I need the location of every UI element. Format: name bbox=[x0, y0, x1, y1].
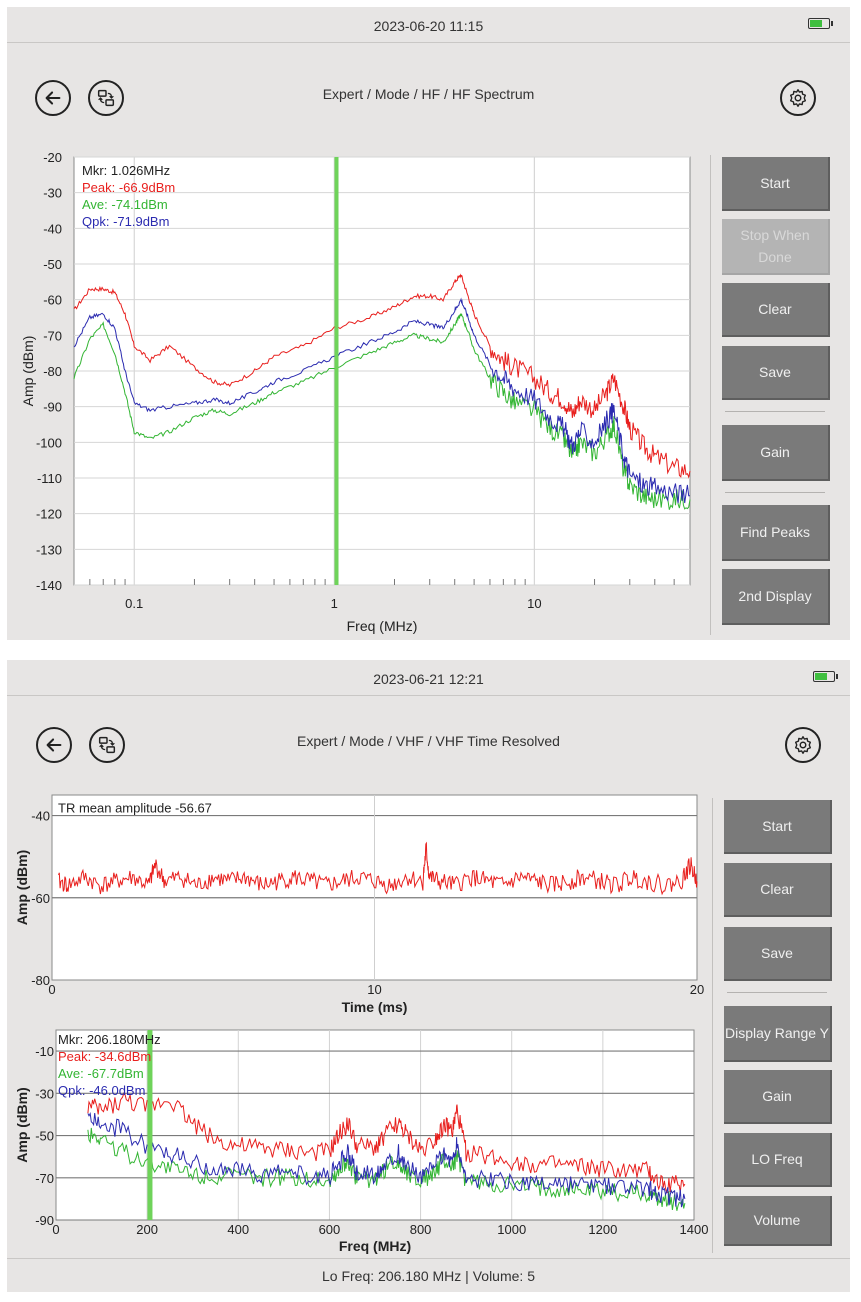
plot-area bbox=[55, 1029, 695, 1221]
stop-when-done-button[interactable]: Stop When Done bbox=[722, 219, 830, 275]
vhf-time-resolved-screen: 2023-06-21 12:21 Expert / Mode / VHF / V… bbox=[7, 660, 850, 1292]
y-tick-label: -130 bbox=[36, 542, 62, 557]
status-bar: 2023-06-20 11:15 bbox=[7, 7, 850, 43]
series-peak-line bbox=[87, 1090, 686, 1194]
x-tick-label: 1000 bbox=[497, 1222, 526, 1237]
volume-button[interactable]: Volume bbox=[724, 1196, 832, 1246]
tr-mean-amplitude-label: TR mean amplitude -56.67 bbox=[58, 801, 212, 816]
y-tick-label: -100 bbox=[36, 435, 62, 450]
side-panel: Start Stop When Done Clear Save Gain Fin… bbox=[710, 155, 850, 635]
y-tick-label: -30 bbox=[35, 1086, 54, 1101]
find-peaks-button[interactable]: Find Peaks bbox=[722, 505, 830, 561]
x-tick-label: 0.1 bbox=[125, 596, 143, 611]
divider bbox=[725, 411, 825, 412]
x-tick-label: 10 bbox=[367, 982, 381, 997]
marker-freq-label: Mkr: 1.026MHz bbox=[82, 163, 170, 178]
y-tick-label: -70 bbox=[43, 328, 62, 343]
y-tick-label: -50 bbox=[35, 1129, 54, 1144]
y-tick-label: -120 bbox=[36, 507, 62, 522]
marker-freq-label: Mkr: 206.180MHz bbox=[58, 1032, 161, 1047]
divider bbox=[725, 492, 825, 493]
switch-mode-icon[interactable] bbox=[89, 727, 125, 763]
gear-icon[interactable] bbox=[780, 80, 816, 116]
x-axis-label: Freq (MHz) bbox=[339, 1238, 411, 1254]
ave-readout: Ave: -67.7dBm bbox=[58, 1066, 144, 1081]
x-tick-label: 0 bbox=[52, 1222, 59, 1237]
y-tick-label: -70 bbox=[35, 1171, 54, 1186]
y-axis-label: Amp (dBm) bbox=[14, 1087, 30, 1162]
datetime: 2023-06-21 12:21 bbox=[373, 671, 484, 687]
series-peak-line bbox=[58, 841, 698, 896]
side-panel: Start Clear Save Display Range Y Gain LO… bbox=[712, 798, 850, 1253]
x-tick-label: 400 bbox=[227, 1222, 249, 1237]
start-button[interactable]: Start bbox=[722, 157, 830, 211]
gain-button[interactable]: Gain bbox=[724, 1070, 832, 1124]
breadcrumb: Expert / Mode / VHF / VHF Time Resolved bbox=[297, 733, 560, 749]
y-tick-label: -90 bbox=[35, 1213, 54, 1228]
x-tick-label: 1400 bbox=[680, 1222, 709, 1237]
y-tick-label: -90 bbox=[43, 400, 62, 415]
clear-button[interactable]: Clear bbox=[722, 283, 830, 337]
x-tick-label: 10 bbox=[527, 596, 541, 611]
y-tick-label: -110 bbox=[37, 471, 62, 486]
x-tick-label: 0 bbox=[48, 982, 55, 997]
y-tick-label: -60 bbox=[31, 891, 50, 906]
2nd-display-button[interactable]: 2nd Display bbox=[722, 569, 830, 625]
divider bbox=[727, 992, 827, 993]
battery-icon bbox=[813, 671, 838, 682]
y-tick-label: -60 bbox=[43, 293, 62, 308]
save-button[interactable]: Save bbox=[722, 346, 830, 400]
peak-readout: Peak: -66.9dBm bbox=[82, 180, 175, 195]
x-axis-label: Time (ms) bbox=[342, 999, 408, 1015]
bottom-status-bar: Lo Freq: 206.180 MHz | Volume: 5 bbox=[7, 1258, 850, 1292]
y-tick-label: -30 bbox=[43, 186, 62, 201]
x-tick-label: 20 bbox=[690, 982, 704, 997]
y-tick-label: -40 bbox=[31, 809, 50, 824]
y-tick-label: -20 bbox=[43, 152, 62, 165]
display-range-y-button[interactable]: Display Range Y bbox=[724, 1006, 832, 1062]
vhf-spectrum-chart[interactable]: -10 -30 -50 -70 -900 200 400 600 800 1000 1200 1400… bbox=[7, 1020, 712, 1260]
ave-readout: Ave: -74.1dBm bbox=[82, 197, 168, 212]
switch-mode-icon[interactable] bbox=[88, 80, 124, 116]
series-ave-line bbox=[87, 1127, 686, 1211]
back-arrow-icon[interactable] bbox=[36, 727, 72, 763]
back-arrow-icon[interactable] bbox=[35, 80, 71, 116]
y-tick-label: -140 bbox=[36, 578, 62, 593]
y-axis-label: Amp (dBm) bbox=[20, 336, 36, 407]
y-tick-label: -40 bbox=[43, 221, 62, 236]
save-button[interactable]: Save bbox=[724, 927, 832, 981]
gear-icon[interactable] bbox=[785, 727, 821, 763]
x-tick-label: 200 bbox=[136, 1222, 158, 1237]
clear-button[interactable]: Clear bbox=[724, 863, 832, 917]
lo-freq-button[interactable]: LO Freq bbox=[724, 1133, 832, 1187]
qpk-readout: Qpk: -46.0dBm bbox=[58, 1083, 145, 1098]
x-tick-label: 600 bbox=[319, 1222, 341, 1237]
y-tick-label: -80 bbox=[43, 364, 62, 379]
status-bar: 2023-06-21 12:21 bbox=[7, 660, 850, 696]
x-axis-label: Freq (MHz) bbox=[347, 618, 418, 634]
y-axis-label: Amp (dBm) bbox=[14, 850, 30, 925]
series-qpk-line bbox=[73, 297, 690, 504]
time-resolved-chart[interactable]: -40 -60 -800 10 20 Time (ms) Amp (dBm) TR mean … bbox=[7, 785, 712, 1020]
y-tick-label: -50 bbox=[43, 257, 62, 272]
x-tick-label: 1 bbox=[331, 596, 338, 611]
peak-readout: Peak: -34.6dBm bbox=[58, 1049, 151, 1064]
datetime: 2023-06-20 11:15 bbox=[373, 18, 484, 34]
series-qpk-line bbox=[87, 1112, 686, 1208]
hf-spectrum-screen: 2023-06-20 11:15 Expert / Mode / HF / HF… bbox=[7, 7, 850, 640]
qpk-readout: Qpk: -71.9dBm bbox=[82, 214, 169, 229]
series-peak-line bbox=[73, 273, 691, 479]
hf-spectrum-chart[interactable]: -20 -30 -40 -50 -60 -70 -80 -90 -100 -110 -120 -130… bbox=[7, 152, 712, 637]
y-tick-label: -10 bbox=[35, 1044, 54, 1059]
battery-icon bbox=[808, 18, 833, 29]
x-tick-label: 800 bbox=[410, 1222, 432, 1237]
series-ave-line bbox=[73, 313, 691, 510]
y-tick-label: -80 bbox=[31, 973, 50, 988]
gain-button[interactable]: Gain bbox=[722, 425, 830, 481]
breadcrumb: Expert / Mode / HF / HF Spectrum bbox=[322, 86, 535, 102]
x-tick-label: 1200 bbox=[588, 1222, 617, 1237]
start-button[interactable]: Start bbox=[724, 800, 832, 854]
